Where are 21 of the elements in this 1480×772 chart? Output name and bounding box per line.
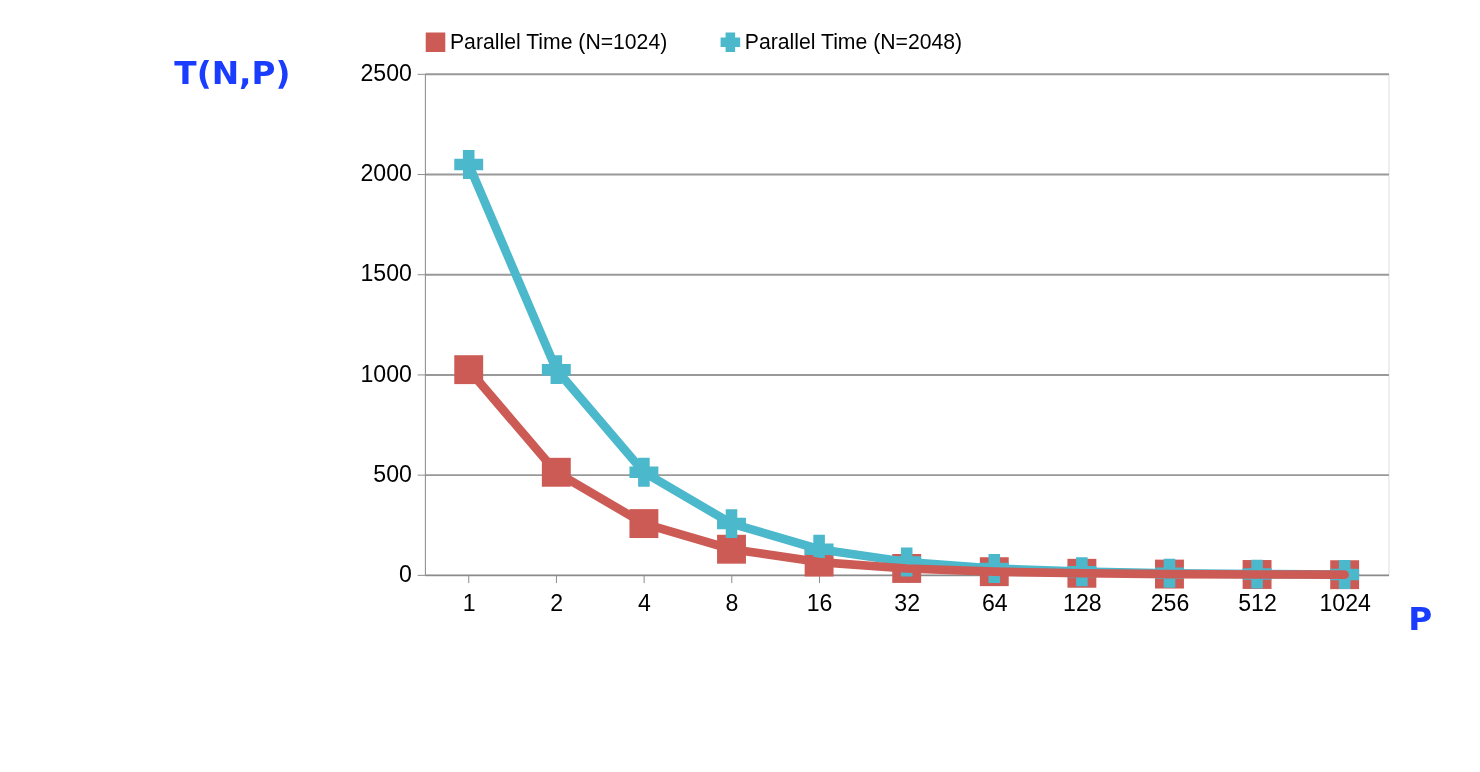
x-tick-label: 64 <box>981 590 1008 617</box>
y-axis-title: T(N,P) <box>174 53 291 92</box>
x-tick-label: 16 <box>806 590 833 617</box>
legend-label: Parallel Time (N=1024) <box>449 29 668 54</box>
y-tick-label: 2000 <box>360 160 412 187</box>
legend-label: Parallel Time (N=2048) <box>744 29 963 54</box>
x-tick-label: 128 <box>1063 590 1102 617</box>
y-tick-label: 500 <box>373 460 412 487</box>
y-tick-label: 1000 <box>360 360 412 387</box>
x-tick-label: 2 <box>550 590 564 617</box>
x-axis-title: P <box>1408 600 1433 639</box>
x-tick-label: 512 <box>1238 590 1277 617</box>
y-tick-label: 2500 <box>360 60 412 87</box>
y-tick-label: 1500 <box>360 260 412 287</box>
y-tick-label: 0 <box>399 561 412 588</box>
x-tick-label: 256 <box>1150 590 1190 617</box>
x-tick-label: 1024 <box>1319 590 1371 617</box>
x-tick-label: 8 <box>725 590 739 617</box>
x-tick-label: 4 <box>637 590 651 617</box>
x-tick-label: 32 <box>894 590 921 617</box>
x-tick-label: 1 <box>462 590 476 617</box>
